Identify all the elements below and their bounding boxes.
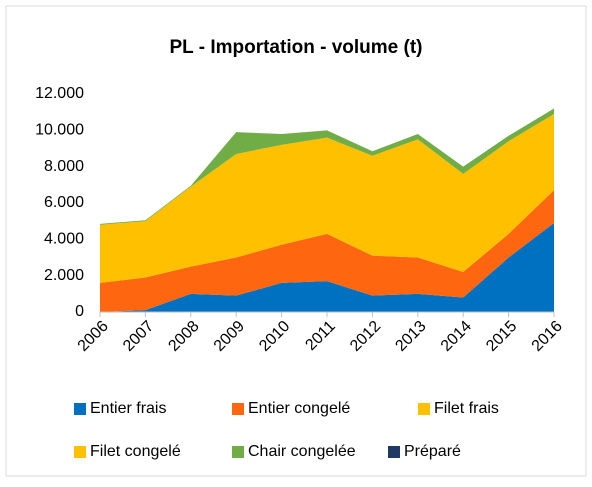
legend-label: Préparé (404, 443, 461, 460)
legend-label: Entier congelé (248, 400, 350, 417)
area (100, 190, 554, 312)
legend-swatch (418, 403, 430, 415)
legend-swatch (388, 446, 400, 458)
area (100, 113, 554, 283)
legend-label: Entier frais (90, 400, 166, 417)
y-tick-label: 12.000 (35, 85, 84, 102)
legend-swatch (232, 403, 244, 415)
legend-label: Filet congelé (90, 443, 181, 460)
y-tick-label: 4.000 (44, 231, 84, 248)
y-tick-label: 10.000 (35, 122, 84, 139)
y-tick-label: 8.000 (44, 158, 84, 175)
legend-label: Filet frais (434, 400, 499, 417)
legend-swatch (74, 446, 86, 458)
y-tick-label: 6.000 (44, 194, 84, 211)
chart-title: PL - Importation - volume (t) (170, 37, 423, 58)
area (100, 222, 554, 312)
y-tick-label: 2.000 (44, 267, 84, 284)
area (100, 108, 554, 225)
legend-swatch (232, 446, 244, 458)
legend-label: Chair congelée (248, 443, 356, 460)
legend-swatch (74, 403, 86, 415)
y-tick-label: 0 (75, 303, 84, 320)
